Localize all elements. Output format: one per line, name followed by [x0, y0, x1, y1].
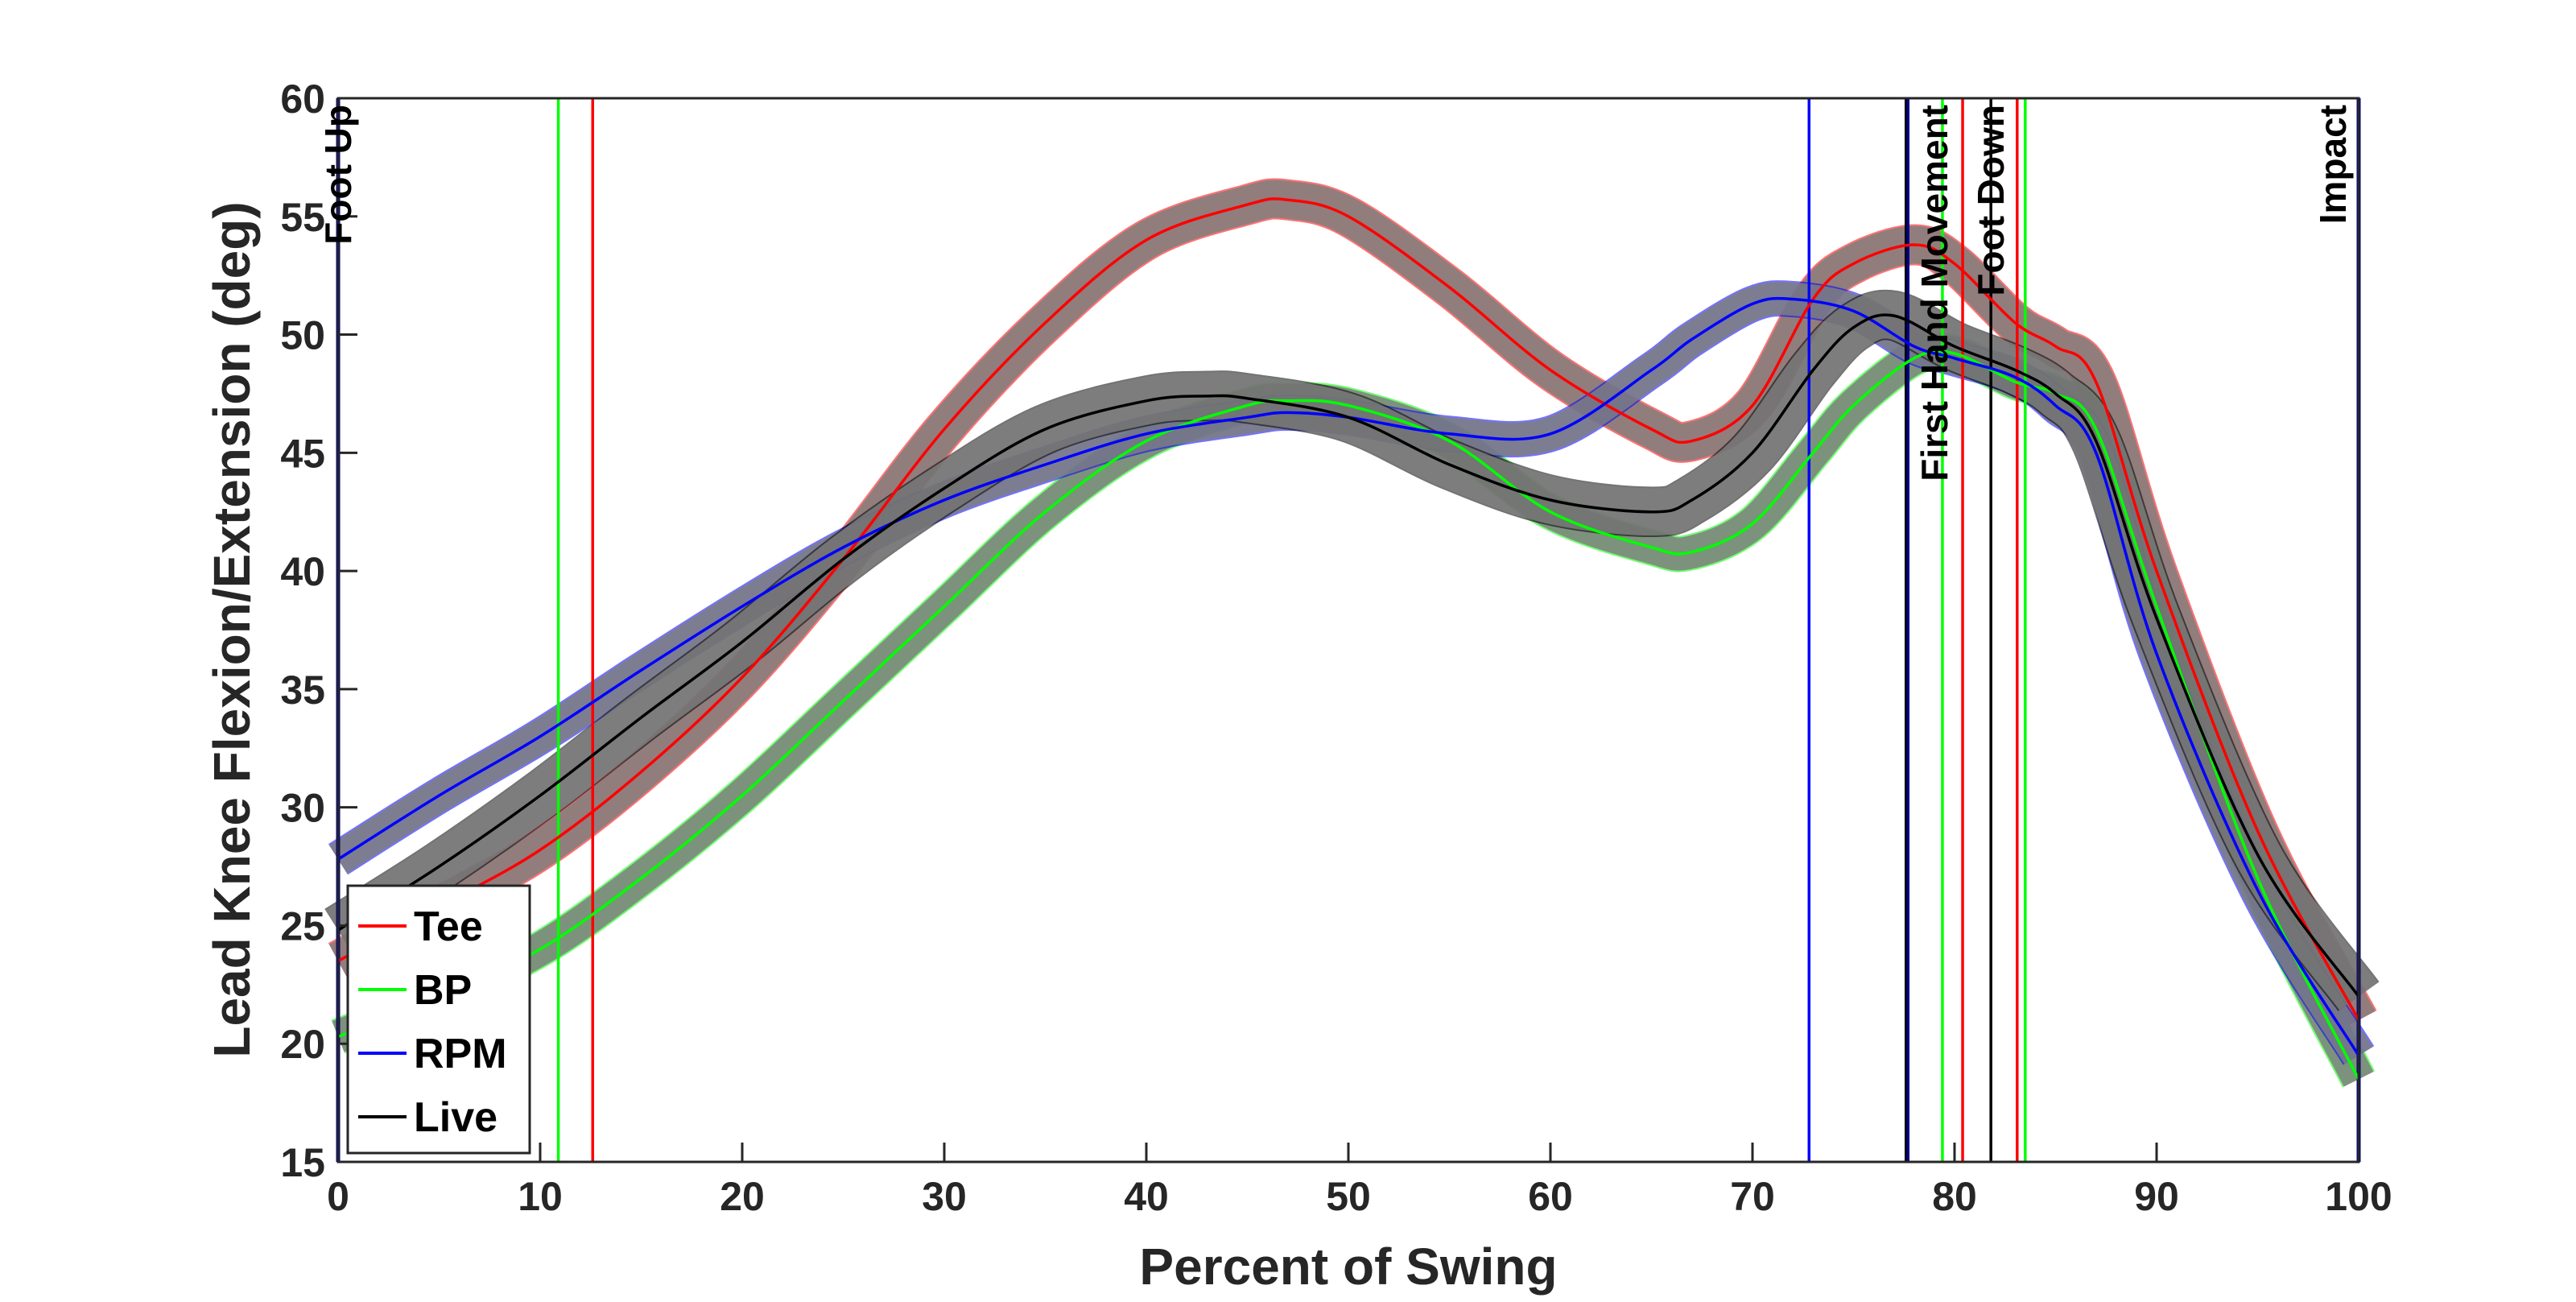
event-label-3: Impact [2312, 105, 2354, 224]
y-axis-label: Lead Knee Flexion/Extension (deg) [203, 201, 261, 1057]
x-tick-label-60: 60 [1528, 1174, 1573, 1219]
event-label-1: First Hand Movement [1913, 105, 1955, 482]
y-tick-label-35: 35 [280, 668, 325, 713]
x-tick-label-10: 10 [518, 1174, 563, 1219]
y-tick-label-40: 40 [280, 549, 325, 594]
x-tick-label-30: 30 [922, 1174, 967, 1219]
legend-label-rpm: RPM [414, 1031, 507, 1077]
x-tick-label-20: 20 [720, 1174, 765, 1219]
legend-label-bp: BP [414, 967, 472, 1014]
legend-box [346, 884, 531, 1155]
series-line-tee [337, 197, 2360, 1021]
axis-ticks: 0 10 20 30 40 50 60 70 80 90 100 15 20 25 30 35 40 45 50 55… [280, 76, 2392, 1219]
x-tick-label-40: 40 [1124, 1174, 1169, 1219]
x-axis-label: Percent of Swing [1139, 1238, 1557, 1296]
y-tick-label-15: 15 [280, 1140, 325, 1185]
legend-label-tee: Tee [414, 903, 483, 950]
x-tick-label-100: 100 [2325, 1174, 2392, 1219]
legend-label-live: Live [414, 1094, 497, 1141]
y-tick-label-25: 25 [280, 903, 325, 949]
event-label-0: Foot Up [317, 105, 359, 245]
series-lines [337, 197, 2360, 1081]
series-line-live [337, 313, 2360, 998]
x-tick-label-90: 90 [2134, 1174, 2179, 1219]
x-tick-label-70: 70 [1730, 1174, 1775, 1219]
y-tick-label-20: 20 [280, 1022, 325, 1067]
y-tick-label-50: 50 [280, 313, 325, 358]
y-tick-label-55: 55 [280, 195, 325, 240]
series-line-rpm [337, 296, 2360, 1056]
event-label-2: Foot Down [1970, 105, 2012, 296]
event-labels: Foot Up First Hand Movement Foot Down Impac… [317, 105, 2354, 482]
x-tick-label-80: 80 [1932, 1174, 1977, 1219]
y-tick-label-60: 60 [280, 76, 325, 122]
y-tick-label-45: 45 [280, 431, 325, 476]
x-tick-label-0: 0 [327, 1174, 349, 1219]
x-tick-label-50: 50 [1326, 1174, 1371, 1219]
legend: Tee BP RPM Live [346, 884, 531, 1155]
y-tick-label-30: 30 [280, 786, 325, 831]
